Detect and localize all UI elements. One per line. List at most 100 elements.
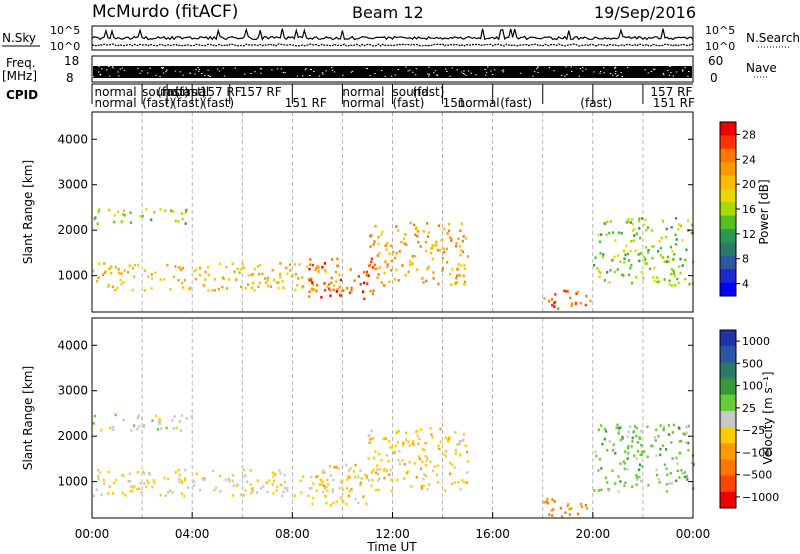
echo-cell: [136, 427, 139, 431]
echo-cell: [339, 278, 342, 282]
echo-cell: [235, 484, 238, 487]
echo-cell: [444, 450, 447, 453]
freq-speck: [179, 71, 181, 73]
echo-cell: [346, 478, 349, 481]
x-tick-label: 04:00: [175, 527, 210, 541]
echo-cell: [232, 494, 235, 497]
echo-cell: [308, 277, 311, 281]
echo-cell: [401, 443, 405, 447]
echo-cell: [131, 288, 134, 292]
echo-cell: [186, 486, 190, 489]
echo-cell: [172, 427, 175, 430]
freq-speck: [519, 72, 522, 74]
freq-speck: [415, 68, 418, 70]
echo-cell: [323, 471, 326, 474]
echo-cell: [332, 478, 335, 482]
echo-cell: [420, 485, 423, 488]
echo-cell: [405, 438, 408, 441]
echo-cell: [136, 416, 139, 420]
echo-cell: [411, 254, 414, 258]
echo-cell: [92, 422, 95, 425]
echo-cell: [109, 426, 112, 430]
echo-cell: [626, 457, 629, 460]
echo-cell: [133, 275, 136, 278]
colorbar-segment: [720, 475, 736, 493]
echo-cell: [317, 266, 321, 269]
echo-cell: [151, 485, 154, 489]
colorbar-segment: [720, 362, 736, 380]
echo-cell: [565, 290, 568, 293]
echo-cell: [631, 436, 634, 440]
freq-speck: [688, 71, 690, 72]
echo-cell: [266, 284, 269, 288]
echo-cell: [604, 476, 607, 480]
echo-cell: [242, 493, 246, 497]
echo-cell: [364, 473, 367, 477]
echo-cell: [461, 250, 465, 254]
echo-cell: [630, 239, 633, 243]
echo-cell: [638, 259, 641, 263]
echo-cell: [167, 477, 170, 481]
echo-cell: [609, 220, 612, 223]
colorbar-tick-label: 25: [742, 402, 756, 415]
freq-speck: [428, 75, 430, 77]
echo-cell: [350, 286, 353, 290]
echo-cell: [403, 462, 406, 466]
echo-cell: [639, 453, 642, 457]
echo-cell: [421, 460, 424, 464]
echo-cell: [256, 265, 259, 268]
echo-cell: [192, 484, 196, 487]
echo-cell: [634, 249, 637, 252]
echo-cell: [623, 484, 626, 487]
echo-cell: [681, 264, 684, 267]
echo-cell: [412, 440, 415, 443]
echo-cell: [369, 289, 372, 293]
echo-cell: [92, 494, 96, 498]
x-axis-ticks: 00:00 04:00 08:00 12:00 16:00 20:00 00:00: [75, 512, 710, 541]
echo-cell: [243, 266, 246, 269]
echo-cell: [301, 276, 304, 279]
echo-cell: [437, 444, 440, 448]
echo-cell: [383, 476, 386, 480]
echo-cell: [420, 428, 423, 431]
echo-cell: [566, 290, 569, 293]
echo-cell: [450, 237, 453, 241]
echo-cell: [598, 457, 601, 461]
echo-cell: [638, 463, 641, 467]
echo-cell: [332, 288, 335, 292]
echo-cell: [622, 274, 625, 277]
echo-cell: [390, 478, 393, 482]
echo-cell: [408, 461, 411, 464]
echo-cell: [460, 439, 464, 443]
echo-cell: [333, 284, 336, 287]
echo-cell: [276, 485, 279, 489]
echo-cell: [369, 234, 372, 238]
freq-speck: [603, 72, 605, 74]
freq-speck: [470, 72, 473, 74]
freq-speck: [491, 74, 494, 75]
echo-cell: [647, 484, 650, 487]
freq-speck: [553, 70, 555, 72]
echo-cell: [323, 282, 326, 285]
echo-cell: [315, 266, 318, 270]
echo-cell: [422, 477, 425, 481]
cpid-row2-label: (fast): [202, 96, 234, 110]
freq-speck: [342, 74, 344, 76]
echo-cell: [218, 262, 221, 266]
echo-cell: [635, 483, 638, 486]
echo-cell: [630, 445, 633, 448]
echo-cell: [429, 247, 433, 250]
echo-cell: [449, 236, 452, 239]
echo-cell: [407, 270, 410, 274]
echo-cell: [626, 468, 629, 471]
echo-cell: [457, 237, 460, 240]
echo-cell: [393, 278, 396, 281]
echo-cell: [619, 480, 622, 483]
echo-cell: [638, 475, 641, 479]
echo-cell: [569, 296, 572, 300]
colorbar-tick-label: 500: [742, 357, 763, 370]
echo-cell: [315, 489, 318, 493]
echo-cell: [679, 257, 682, 261]
freq-speck: [536, 68, 538, 70]
echo-cell: [228, 479, 231, 483]
